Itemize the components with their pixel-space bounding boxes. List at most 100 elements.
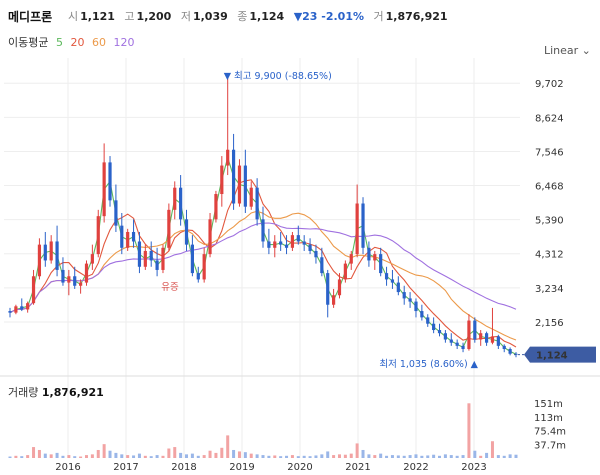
candle-body bbox=[308, 244, 312, 251]
candle-body bbox=[8, 311, 12, 313]
volume-bar bbox=[314, 455, 318, 458]
ma-60[interactable]: 60 bbox=[91, 36, 106, 49]
volume-bar bbox=[190, 453, 194, 458]
stock-name: 메디프론 bbox=[8, 10, 53, 24]
x-tick-label: 2022 bbox=[403, 462, 428, 473]
volume-bar bbox=[249, 453, 253, 458]
volume-bar bbox=[290, 455, 294, 458]
candle-body bbox=[137, 241, 142, 267]
volume-bar bbox=[8, 456, 12, 458]
volume-bar bbox=[502, 455, 506, 458]
candle-body bbox=[149, 250, 153, 261]
volume-bar bbox=[379, 453, 383, 458]
ma-120[interactable]: 120 bbox=[113, 36, 135, 49]
volume-bar bbox=[320, 454, 324, 458]
candle-body bbox=[273, 241, 277, 248]
moving-average-line bbox=[9, 155, 517, 355]
low-label: 저 bbox=[180, 10, 191, 23]
candle-body bbox=[96, 216, 100, 255]
moving-average-label: 이동평균 bbox=[8, 36, 49, 49]
volume-label: 거 bbox=[373, 10, 384, 23]
volume-bar bbox=[426, 455, 430, 458]
volume-bar bbox=[14, 455, 18, 458]
volume-bar bbox=[255, 454, 259, 458]
candle-body bbox=[402, 292, 406, 299]
y-tick-label: 7,546 bbox=[535, 147, 564, 158]
candle-body bbox=[237, 165, 242, 204]
candle-body bbox=[79, 282, 83, 286]
candle-body bbox=[43, 244, 47, 261]
volume-bar bbox=[467, 403, 471, 458]
current-price-label: 1,124 bbox=[536, 351, 568, 362]
candle-body bbox=[67, 276, 71, 283]
candle-body bbox=[190, 244, 194, 274]
y-tick-label: 4,312 bbox=[535, 250, 564, 261]
candle-body bbox=[131, 231, 136, 242]
open-label: 시 bbox=[68, 10, 79, 23]
volume-bar bbox=[161, 455, 165, 458]
candle-body bbox=[379, 254, 383, 274]
volume-bar bbox=[55, 452, 59, 458]
y-tick-label: 8,624 bbox=[535, 113, 564, 124]
volume-bar bbox=[237, 451, 241, 458]
volume-bar bbox=[361, 449, 365, 458]
volume-bar bbox=[349, 453, 353, 458]
candle-body bbox=[208, 219, 212, 255]
volume-tick-label: 113m bbox=[534, 413, 563, 424]
y-tick-label: 9,702 bbox=[535, 79, 564, 90]
volume-bar bbox=[120, 454, 124, 458]
open-value: 1,121 bbox=[80, 10, 115, 23]
candle-body bbox=[90, 254, 94, 264]
volume-bar bbox=[496, 455, 500, 458]
volume-bar bbox=[96, 449, 100, 458]
volume-bar bbox=[308, 456, 312, 458]
candle-body bbox=[120, 225, 124, 248]
candle-body bbox=[26, 303, 30, 310]
candle-body bbox=[461, 345, 465, 350]
quote-summary: 시 1,121 고 1,200 저 1,039 종 1,124 ▼23 -2.01% 거… bbox=[68, 8, 454, 24]
x-tick-label: 2023 bbox=[461, 462, 486, 473]
candle-body bbox=[479, 333, 483, 340]
candle-body bbox=[361, 203, 365, 248]
candle-body bbox=[202, 254, 206, 280]
volume-bar bbox=[514, 454, 518, 458]
volume-bar bbox=[332, 455, 336, 458]
candle-body bbox=[496, 336, 500, 346]
x-tick-label: 2019 bbox=[229, 462, 254, 473]
ma-20[interactable]: 20 bbox=[70, 36, 85, 49]
moving-average-legend: 이동평균 5 20 60 120 bbox=[8, 34, 138, 50]
volume-bar bbox=[355, 443, 359, 458]
volume-bar bbox=[373, 455, 377, 458]
volume-bar bbox=[61, 455, 65, 458]
candle-body bbox=[367, 247, 371, 261]
candle-body bbox=[84, 263, 89, 283]
volume-bar bbox=[132, 455, 136, 458]
candle-body bbox=[179, 187, 183, 220]
candle-body bbox=[267, 241, 271, 248]
candle-body bbox=[279, 241, 283, 245]
volume-bar bbox=[432, 454, 436, 458]
candle-body bbox=[231, 149, 236, 204]
high-label: 고 bbox=[124, 10, 135, 23]
candle-body bbox=[384, 273, 389, 280]
volume-bar bbox=[326, 451, 330, 458]
candle-body bbox=[432, 323, 436, 331]
scale-toggle[interactable]: Linear ⌄ bbox=[544, 44, 591, 57]
candle-body bbox=[296, 235, 300, 242]
event-label: 유증 bbox=[161, 282, 179, 293]
high-value: 1,200 bbox=[136, 10, 172, 23]
candle-body bbox=[167, 209, 171, 248]
ma-5[interactable]: 5 bbox=[55, 36, 63, 49]
volume-bar bbox=[214, 452, 218, 458]
candle-body bbox=[373, 254, 377, 261]
volume-bar bbox=[414, 454, 418, 458]
volume-bar bbox=[114, 452, 118, 458]
change-value: ▼23 -2.01% bbox=[293, 10, 365, 23]
candle-body bbox=[414, 301, 418, 312]
volume-title: 거래량 1,876,921 bbox=[8, 384, 104, 400]
candle-body bbox=[337, 279, 342, 296]
candle-body bbox=[426, 317, 430, 324]
volume-bar bbox=[196, 455, 200, 458]
volume-bar bbox=[296, 456, 300, 458]
